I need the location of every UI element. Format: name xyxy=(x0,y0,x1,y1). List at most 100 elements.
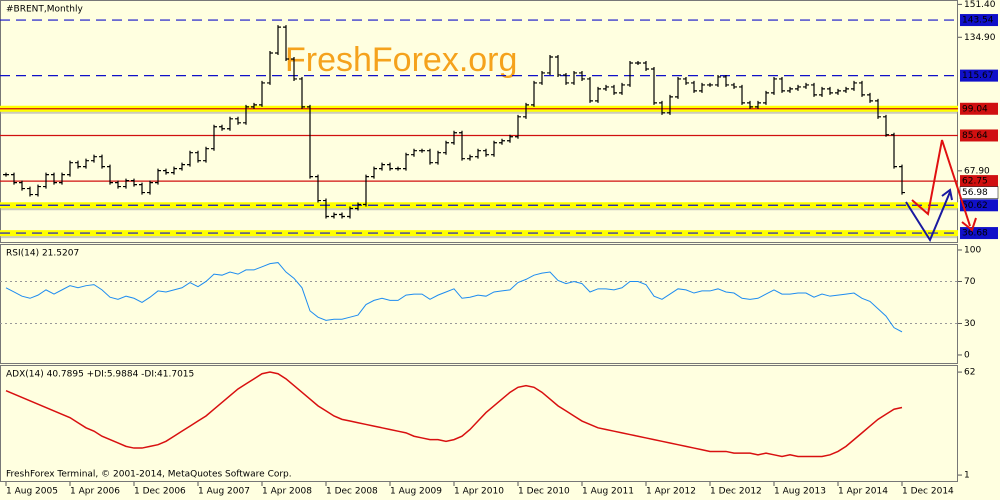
price-bar xyxy=(563,72,569,85)
price-bar xyxy=(515,114,521,139)
watermark: FreshForex.org xyxy=(285,41,517,79)
price-bar xyxy=(403,152,409,171)
price-bar xyxy=(739,84,745,105)
price-bar xyxy=(491,140,497,157)
price-bar xyxy=(275,25,281,56)
level-label: 115.67 xyxy=(962,71,994,81)
price-bar xyxy=(523,102,529,119)
price-bar xyxy=(499,138,505,145)
x-tick-label: 1 Apr 2014 xyxy=(838,487,888,497)
price-bar xyxy=(83,158,89,169)
x-tick-label: 1 Dec 2010 xyxy=(518,487,570,497)
price-bar xyxy=(291,57,297,81)
arrowhead-blue xyxy=(941,188,953,201)
price-bar xyxy=(747,100,753,109)
price-bar xyxy=(547,55,553,75)
price-bar xyxy=(555,55,561,77)
price-bar xyxy=(203,146,209,163)
price-bar xyxy=(843,86,849,93)
x-tick-label: 1 Dec 2006 xyxy=(134,487,186,497)
level-label: 56.98 xyxy=(962,188,988,198)
forecast-blue xyxy=(905,191,951,243)
price-bar xyxy=(795,84,801,91)
y-tick-label: 134.90 xyxy=(964,33,996,43)
price-bar xyxy=(611,84,617,95)
x-tick-label: 1 Dec 2012 xyxy=(710,487,762,497)
price-bar xyxy=(531,80,537,107)
price-bar xyxy=(387,162,393,171)
adx-title: ADX(14) 40.7895 +DI:5.9884 -DI:41.7015 xyxy=(6,370,194,380)
price-bar xyxy=(867,92,873,103)
price-bar xyxy=(323,198,329,219)
price-bar xyxy=(635,60,641,65)
price-bar xyxy=(219,124,225,131)
forecast-arrows xyxy=(905,139,977,243)
price-bar xyxy=(667,94,673,115)
price-bar xyxy=(723,74,729,87)
price-bar xyxy=(243,104,249,125)
price-bar xyxy=(315,174,321,203)
x-tick-label: 1 Apr 2012 xyxy=(646,487,696,497)
x-tick-label: 1 Dec 2008 xyxy=(326,487,378,497)
price-bar xyxy=(35,184,41,197)
price-bar xyxy=(19,180,25,191)
price-bar xyxy=(91,154,97,163)
panels xyxy=(0,0,958,482)
price-bar xyxy=(507,134,513,143)
price-bar xyxy=(483,148,489,157)
adx-panel xyxy=(0,365,958,482)
price-bar xyxy=(683,76,689,85)
price-bar xyxy=(603,84,609,91)
price-bar xyxy=(59,172,65,185)
y-tick-label: 1 xyxy=(964,471,970,481)
price-bar xyxy=(147,180,153,195)
price-bar xyxy=(451,130,457,145)
price-bar xyxy=(899,164,905,195)
y-tick-label: 30 xyxy=(964,319,976,329)
level-label: 36.68 xyxy=(962,229,988,239)
forecast-red xyxy=(911,139,971,227)
price-bar xyxy=(883,114,889,137)
price-bar xyxy=(283,25,289,62)
price-bar xyxy=(771,76,777,95)
price-bar xyxy=(331,212,337,219)
price-bar xyxy=(875,98,881,119)
x-tick-label: 1 Apr 2010 xyxy=(454,487,504,497)
price-bar xyxy=(67,160,73,177)
price-bar xyxy=(395,166,401,171)
price-bar xyxy=(339,212,345,219)
price-bar xyxy=(299,76,305,109)
x-tick-label: 1 Aug 2011 xyxy=(582,487,634,497)
price-bar xyxy=(579,70,585,81)
price-bar xyxy=(619,82,625,95)
price-bar xyxy=(819,86,825,97)
price-bar xyxy=(347,206,353,219)
y-tick-label: 67.90 xyxy=(964,166,990,176)
price-bar xyxy=(379,162,385,171)
level-label-bg xyxy=(960,175,998,188)
price-bar xyxy=(643,60,649,71)
price-bar xyxy=(803,82,809,89)
price-bar xyxy=(99,154,105,169)
price-bar xyxy=(571,70,577,85)
price-bar xyxy=(163,168,169,175)
arrowhead-red xyxy=(961,217,977,232)
price-bar xyxy=(891,132,897,169)
price-bar xyxy=(235,116,241,125)
price-bar xyxy=(419,148,425,153)
price-bar xyxy=(211,124,217,151)
price-bar xyxy=(859,80,865,97)
price-bar xyxy=(251,102,257,109)
price-bar xyxy=(435,150,441,165)
level-label-bg xyxy=(960,14,998,27)
price-bar xyxy=(539,70,545,85)
price-bar xyxy=(11,172,17,185)
price-bar xyxy=(155,168,161,185)
price-bar xyxy=(659,100,665,115)
level-label: 85.64 xyxy=(962,131,988,141)
x-tick-label: 1 Apr 2008 xyxy=(262,487,312,497)
chart-title: #BRENT,Monthly xyxy=(6,5,83,15)
x-tick-label: 1 Aug 2007 xyxy=(198,487,250,497)
